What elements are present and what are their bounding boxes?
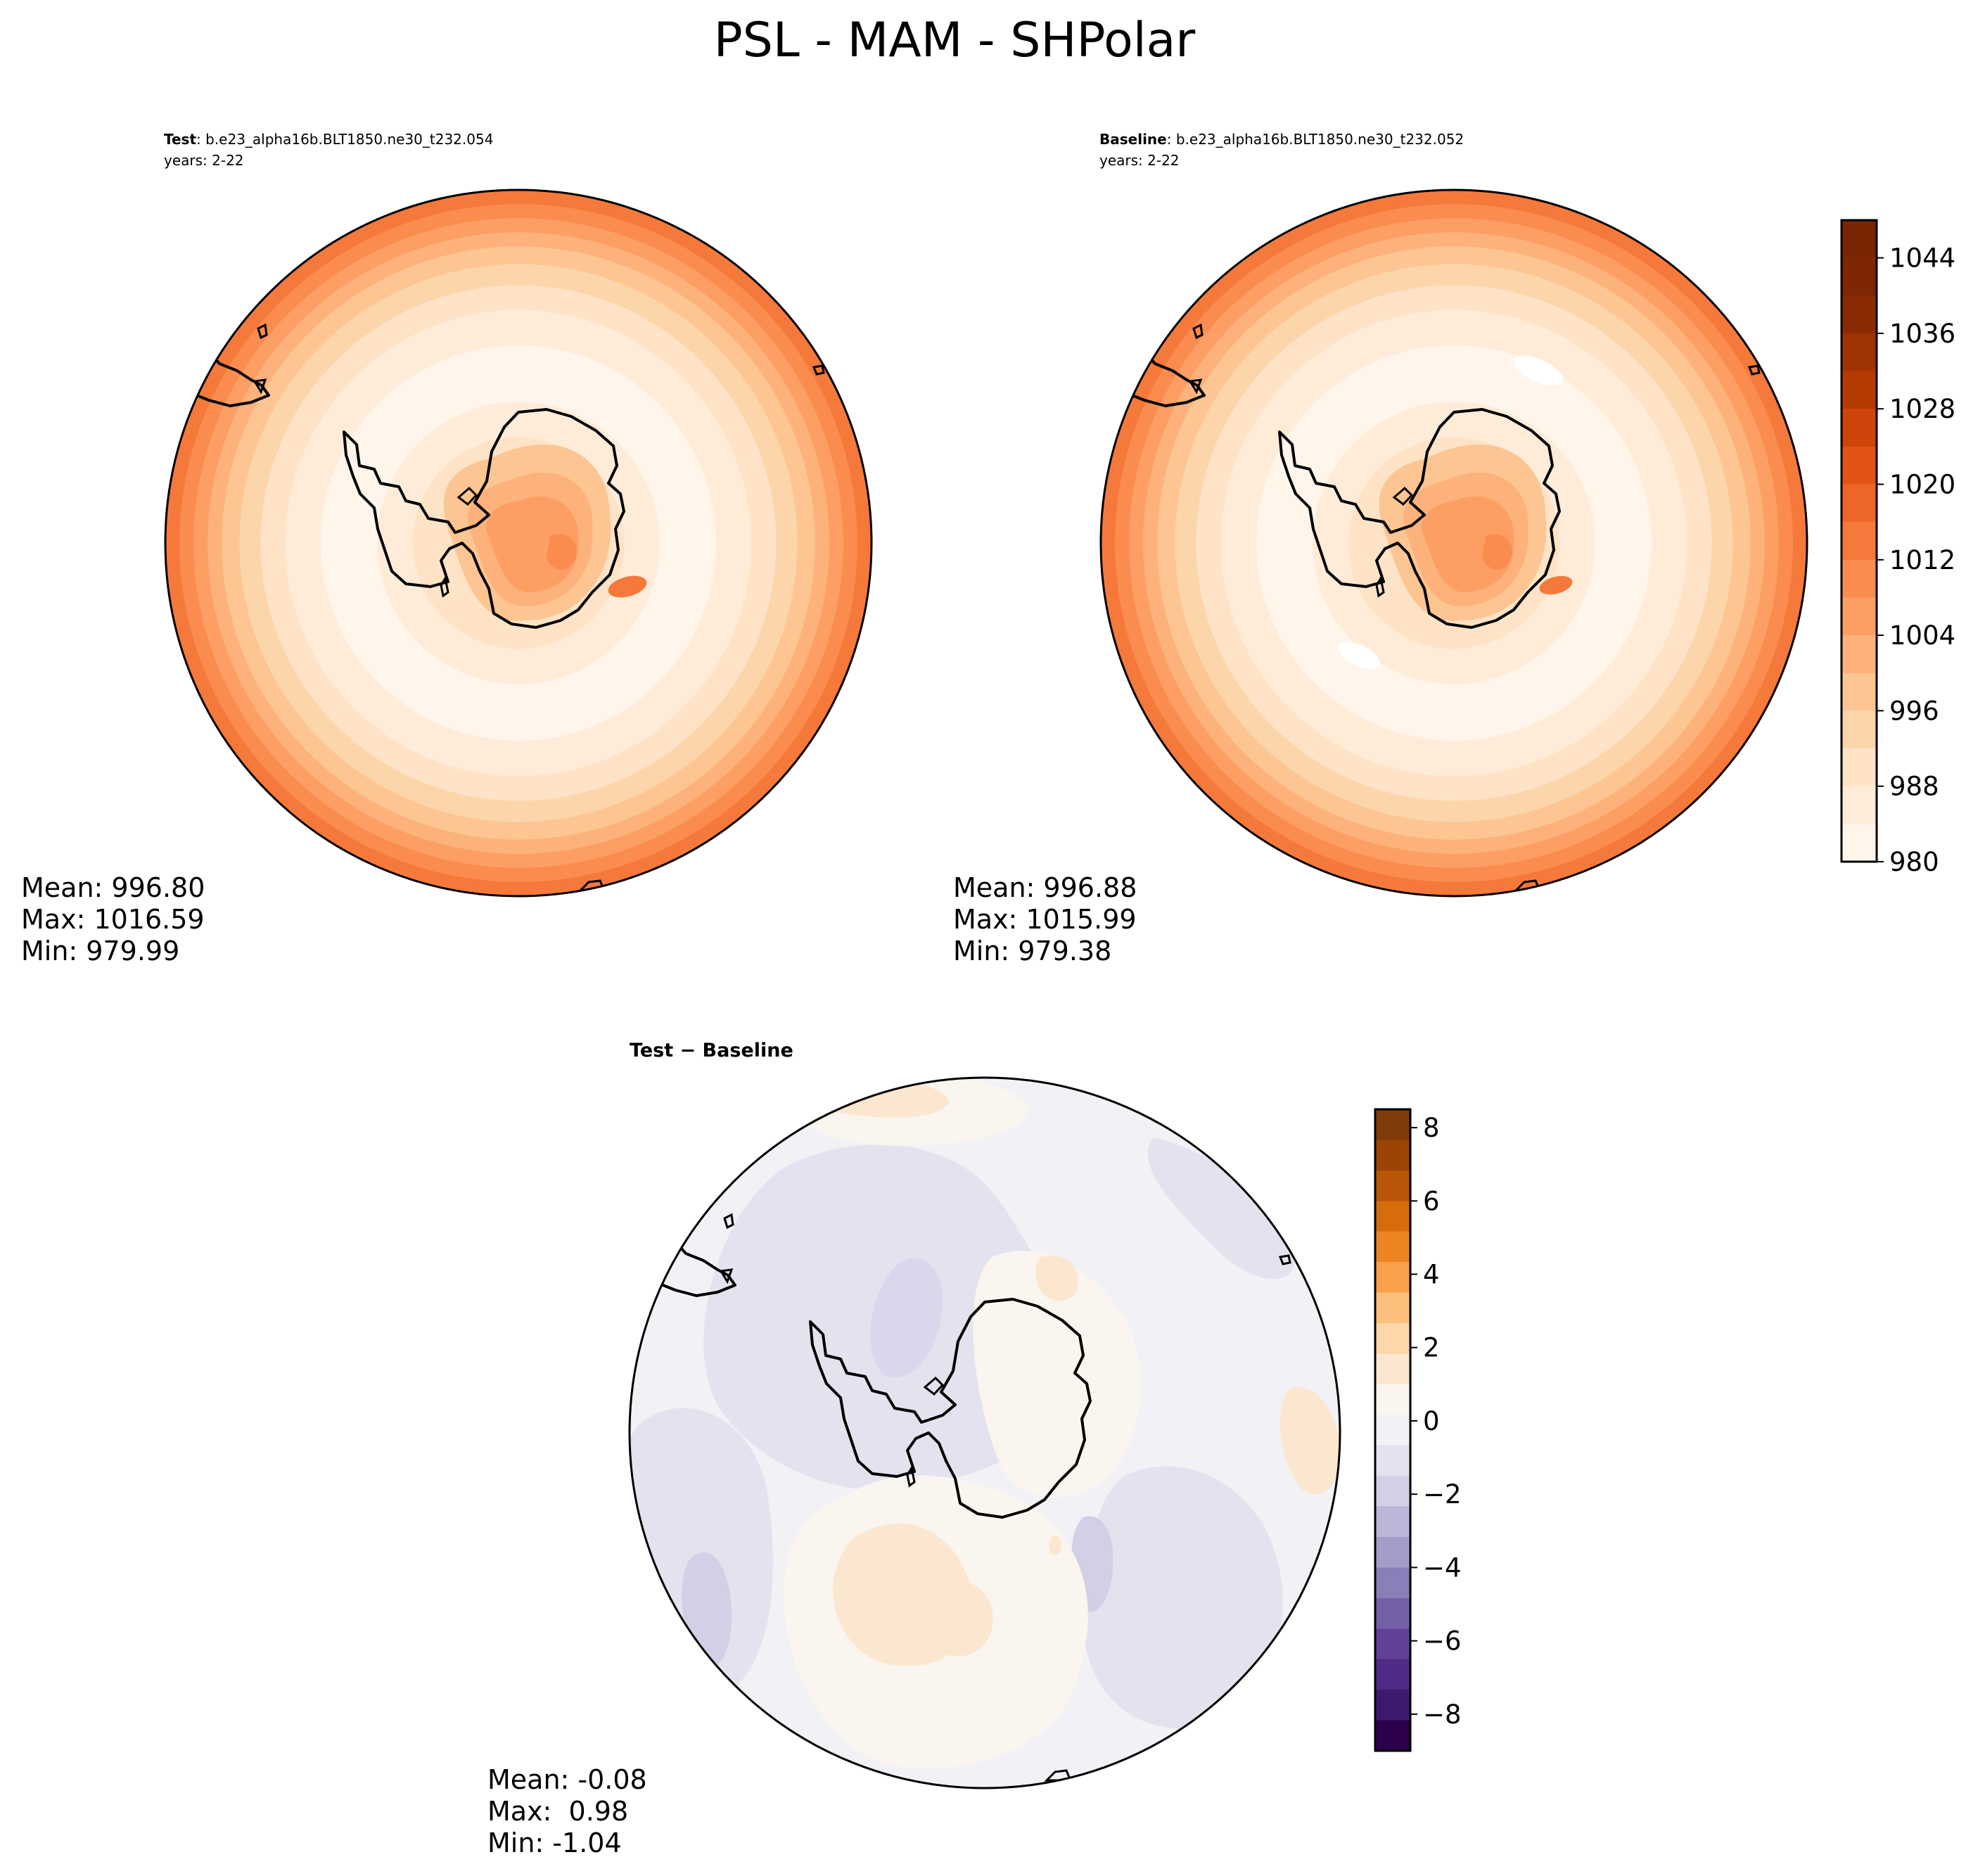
baseline-stat-min: Min: 979.38 — [953, 936, 1111, 966]
baseline-field-rings — [1101, 190, 1807, 896]
test-stats: Mean: 996.80 Max: 1016.59 Min: 979.99 — [21, 872, 205, 966]
test-panel-label-case: : b.e23_alpha16b.BLT1850.ne30_t232.054 — [196, 131, 493, 148]
colorbar-tick-label: −2 — [1423, 1479, 1462, 1510]
diff-panel-label: Test − Baseline — [630, 1040, 793, 1061]
colorbar-tick-label: 0 — [1423, 1406, 1440, 1436]
psl-colorbar-ticks: 980 988 996 1004 1012 1020 1028 1036 1044 — [1877, 243, 1955, 877]
diff-stats: Mean: -0.08 Max: 0.98 Min: -1.04 — [487, 1764, 647, 1858]
colorbar-tick-label: 4 — [1423, 1260, 1440, 1290]
colorbar-tick-label: −6 — [1423, 1626, 1462, 1657]
colorbar-tick-label: 1028 — [1889, 394, 1955, 424]
diff-stat-min: Min: -1.04 — [487, 1827, 622, 1858]
colorbar-tick-label: 1036 — [1889, 319, 1955, 349]
colorbar-tick-label: 1044 — [1889, 243, 1955, 274]
test-stat-max: Max: 1016.59 — [21, 904, 205, 935]
baseline-panel: Baseline: b.e23_alpha16b.BLT1850.ne30_t2… — [953, 131, 1808, 966]
baseline-panel-years: years: 2-22 — [1099, 152, 1180, 169]
baseline-stat-mean: Mean: 996.88 — [953, 872, 1137, 903]
diff-colorbar-fill — [1374, 1108, 1412, 1752]
baseline-polar-high — [1338, 355, 1573, 670]
baseline-map — [1101, 190, 1807, 896]
colorbar-tick-label: −4 — [1423, 1552, 1462, 1583]
baseline-stats: Mean: 996.88 Max: 1015.99 Min: 979.38 — [953, 872, 1137, 966]
colorbar-tick-label: 988 — [1889, 772, 1939, 802]
baseline-map-border — [1099, 189, 1808, 898]
diff-stat-max: Max: 0.98 — [487, 1796, 628, 1827]
test-polar-high — [443, 444, 647, 621]
test-stat-min: Min: 979.99 — [21, 936, 179, 966]
diff-panel: Test − Baseline — [487, 1040, 1462, 1858]
test-stat-mean: Mean: 996.80 — [21, 872, 205, 903]
colorbar-tick-label: −8 — [1423, 1699, 1462, 1730]
test-panel-label: Test: b.e23_alpha16b.BLT1850.ne30_t232.0… — [164, 131, 493, 148]
diff-map-border — [628, 1076, 1341, 1789]
colorbar-tick-label: 1020 — [1889, 470, 1955, 500]
diff-colorbar-ticks: −8 −6 −4 −2 0 2 4 6 8 — [1410, 1113, 1462, 1730]
colorbar-tick-label: 980 — [1889, 847, 1939, 877]
psl-colorbar: 980 988 996 1004 1012 1020 1028 1036 1044 — [1840, 219, 1955, 877]
diff-stat-mean: Mean: -0.08 — [487, 1764, 647, 1795]
colorbar-tick-label: 1012 — [1889, 545, 1955, 575]
test-panel: Test: b.e23_alpha16b.BLT1850.ne30_t232.0… — [21, 131, 873, 966]
test-panel-years: years: 2-22 — [164, 152, 244, 169]
baseline-panel-label-bold: Baseline — [1099, 131, 1167, 148]
diff-colorbar: −8 −6 −4 −2 0 2 4 6 8 — [1374, 1108, 1462, 1752]
colorbar-tick-label: 1004 — [1889, 620, 1955, 651]
test-panel-label-bold: Test — [164, 131, 196, 148]
baseline-panel-label-case: : b.e23_alpha16b.BLT1850.ne30_t232.052 — [1167, 131, 1464, 148]
psl-colorbar-fill — [1840, 219, 1878, 863]
test-map — [165, 190, 872, 896]
baseline-stat-max: Max: 1015.99 — [953, 904, 1137, 935]
test-map-border — [164, 189, 873, 898]
colorbar-tick-label: 996 — [1889, 696, 1939, 726]
diff-map — [630, 1078, 1340, 1787]
colorbar-tick-label: 8 — [1423, 1113, 1440, 1143]
figure-title: PSL - MAM - SHPolar — [714, 13, 1195, 68]
colorbar-tick-label: 6 — [1423, 1186, 1440, 1216]
colorbar-tick-label: 2 — [1423, 1333, 1440, 1363]
baseline-panel-label: Baseline: b.e23_alpha16b.BLT1850.ne30_t2… — [1099, 131, 1464, 148]
